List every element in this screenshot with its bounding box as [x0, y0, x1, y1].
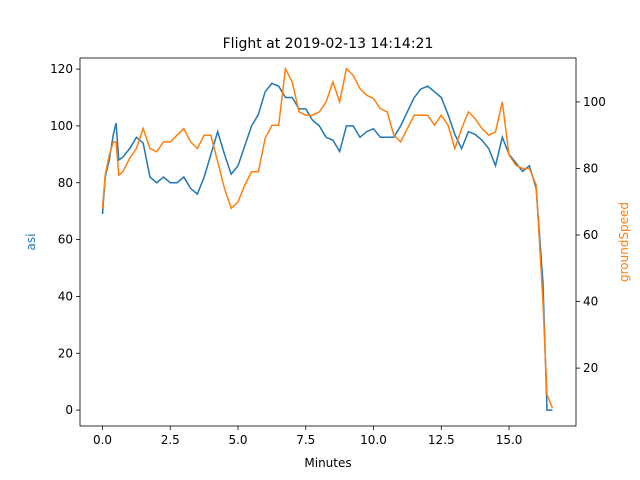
x-tick-label: 10.0	[360, 433, 387, 447]
y-tick-label: 100	[50, 119, 73, 133]
x-tick-label: 7.5	[296, 433, 315, 447]
plot-frame	[79, 57, 577, 427]
y-axis-label: asi	[24, 234, 38, 251]
y2-tick-label: 40	[583, 295, 598, 309]
x-tick-label: 5.0	[228, 433, 247, 447]
x-tick-label: 15.0	[496, 433, 523, 447]
data-line	[101, 66, 554, 409]
y-tick-label: 0	[65, 403, 73, 417]
x-tick-label: 12.5	[428, 433, 455, 447]
chart-title: Flight at 2019-02-13 14:14:21	[223, 36, 434, 52]
y-tick-label: 40	[58, 289, 73, 303]
data-line	[101, 82, 553, 411]
y-tick-label: 120	[50, 62, 73, 76]
y2-tick-label: 60	[583, 228, 598, 242]
x-tick-label: 2.5	[161, 433, 180, 447]
y-tick-label: 80	[58, 176, 73, 190]
y-tick-label: 20	[58, 346, 73, 360]
y2-axis-label: groundSpeed	[617, 202, 631, 282]
x-tick-label: 0.0	[93, 433, 112, 447]
y2-tick-label: 100	[583, 95, 606, 109]
y2-tick-label: 20	[583, 361, 598, 375]
y2-tick-label: 80	[583, 161, 598, 175]
x-axis-label: Minutes	[304, 456, 351, 470]
y-tick-label: 60	[58, 233, 73, 247]
